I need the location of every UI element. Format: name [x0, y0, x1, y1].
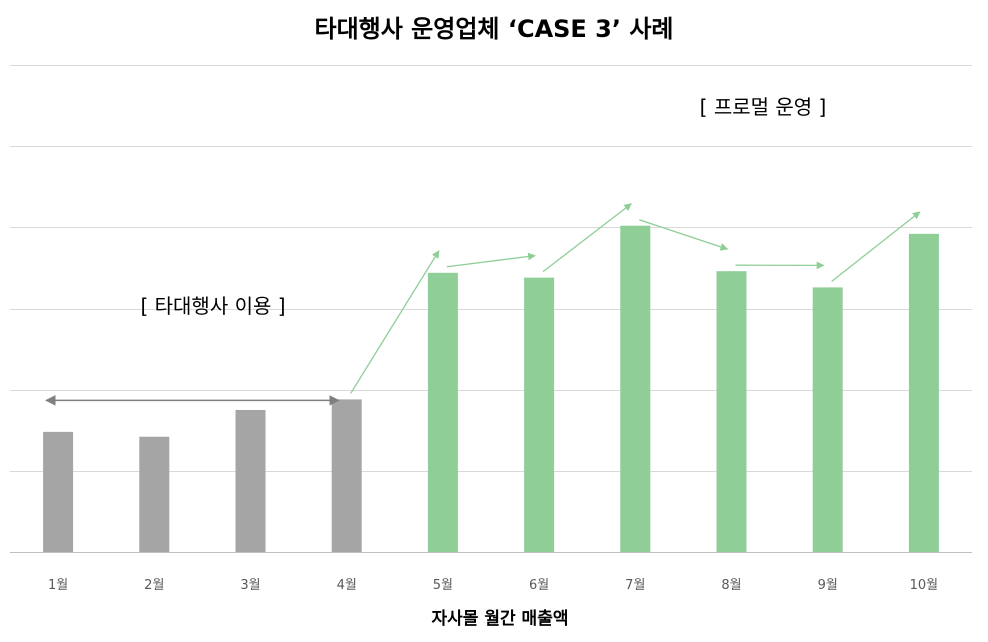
x-tick-label: 2월: [144, 578, 164, 593]
x-tick-label: 4월: [337, 578, 357, 593]
bar-2월: [139, 436, 170, 552]
bar-5월: [427, 272, 458, 552]
x-tick-label: 5월: [433, 578, 453, 593]
x-tick-label: 6월: [529, 578, 549, 593]
bars: [43, 225, 939, 552]
x-axis-label: 자사몰 월간 매출액: [432, 609, 569, 629]
bar-6월: [524, 277, 555, 552]
trend-arrows: [45, 203, 921, 406]
trend-arrow: [542, 203, 632, 273]
x-tick-label: 7월: [625, 578, 645, 593]
trend-arrow: [831, 211, 921, 282]
trend-arrow: [446, 252, 536, 268]
trend-arrow: [350, 250, 440, 394]
bar-10월: [908, 233, 939, 552]
x-tick-label: 3월: [240, 578, 260, 593]
x-tick-label: 9월: [818, 578, 838, 593]
bar-7월: [620, 225, 651, 552]
annotation-promal-period: [ 프로멀 운영 ]: [700, 95, 827, 119]
bar-9월: [812, 287, 843, 552]
trend-arrow: [639, 219, 729, 251]
bar-4월: [331, 399, 362, 552]
x-tick-label: 10월: [910, 578, 939, 593]
annotation-agency-period: [ 타대행사 이용 ]: [140, 294, 285, 318]
x-tick-label: 8월: [721, 578, 741, 593]
x-tick-labels: 1월 2월 3월 4월 5월 6월 7월 8월 9월 10월: [48, 578, 938, 593]
bar-3월: [235, 409, 266, 552]
bar-8월: [716, 271, 747, 552]
x-tick-label: 1월: [48, 578, 68, 593]
bar-1월: [43, 431, 74, 552]
gridlines: [10, 65, 972, 553]
chart-title: 타대행사 운영업체 ‘CASE 3’ 사례: [314, 15, 673, 43]
